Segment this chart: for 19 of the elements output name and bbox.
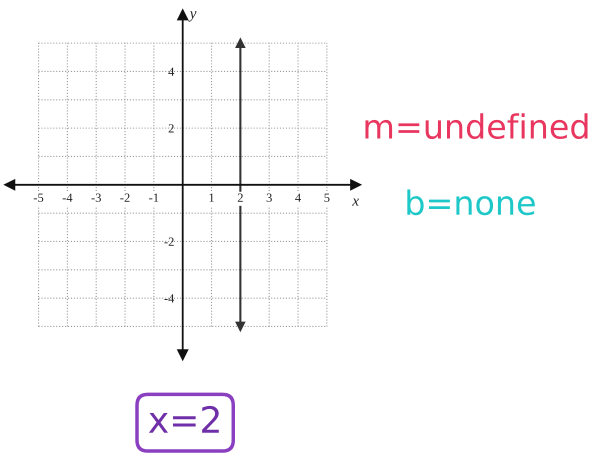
x-tick-label: 1: [210, 194, 214, 202]
y-axis-title: y: [188, 11, 196, 22]
y-tick-label: -2: [164, 238, 174, 246]
x-tick-label: 2: [238, 194, 243, 202]
x-axis-title: x: [352, 198, 359, 206]
x-tick-label: 3: [266, 194, 272, 202]
text: b=none: [407, 189, 535, 216]
x-tick-label: -4: [62, 194, 72, 202]
y-tick-label: 2: [168, 124, 174, 132]
y-tick-label: 4: [168, 68, 174, 76]
text: x=2: [148, 406, 219, 433]
text: m=undefined: [365, 113, 588, 140]
x-tick-label: 5: [324, 194, 330, 202]
x-tick-label: -1: [149, 194, 158, 202]
y-tick-label: -4: [164, 294, 174, 302]
x-tick-label: -5: [34, 194, 44, 202]
x-tick-label: -3: [91, 194, 101, 202]
x-tick-label: -2: [120, 194, 130, 202]
x-tick-label: 4: [295, 194, 301, 202]
